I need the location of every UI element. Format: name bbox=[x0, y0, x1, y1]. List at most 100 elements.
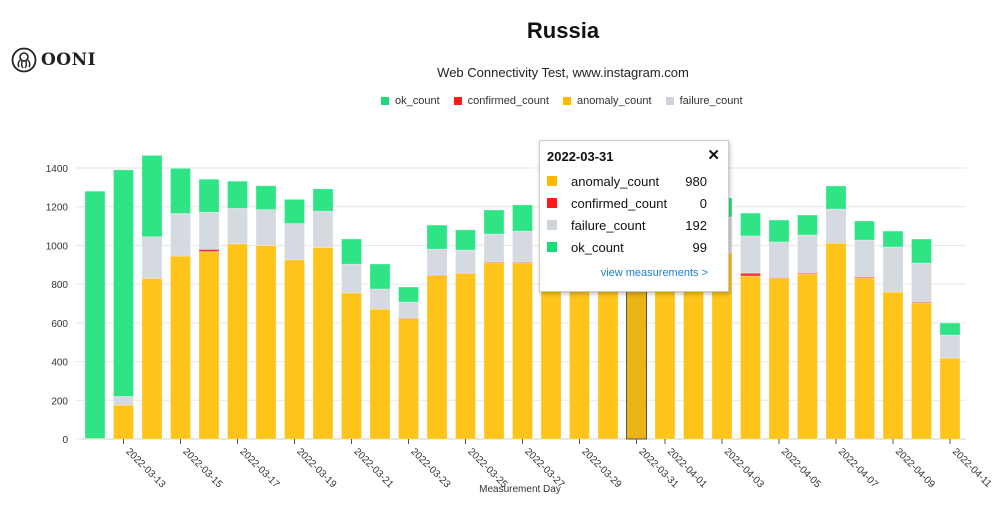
ooni-logo[interactable]: OONI bbox=[11, 47, 96, 73]
bar-segment-failure_count[interactable] bbox=[825, 208, 847, 244]
bar-segment-failure_count[interactable] bbox=[341, 263, 362, 294]
bar-segment-ok_count[interactable] bbox=[911, 238, 932, 264]
bar-segment-failure_count[interactable] bbox=[768, 241, 790, 278]
bar-segment-failure_count[interactable] bbox=[113, 396, 134, 406]
bar-segment-anomaly_count[interactable] bbox=[740, 275, 761, 440]
bar-segment-anomaly_count[interactable] bbox=[768, 277, 790, 440]
bar-segment-anomaly_count[interactable] bbox=[369, 308, 391, 440]
bar-segment-ok_count[interactable] bbox=[170, 167, 191, 214]
bar-2022-03-25[interactable] bbox=[455, 229, 476, 440]
bar-segment-anomaly_count[interactable] bbox=[170, 255, 191, 440]
bar-2022-03-22[interactable] bbox=[369, 263, 391, 440]
bar-segment-failure_count[interactable] bbox=[255, 209, 277, 246]
bar-segment-failure_count[interactable] bbox=[312, 210, 334, 248]
bar-segment-anomaly_count[interactable] bbox=[939, 357, 961, 440]
bar-segment-anomaly_count[interactable] bbox=[483, 262, 505, 440]
bar-2022-03-12[interactable] bbox=[84, 190, 106, 440]
legend-item-confirmed_count[interactable]: confirmed_count bbox=[453, 95, 549, 107]
bar-2022-04-07[interactable] bbox=[825, 185, 847, 440]
bar-segment-failure_count[interactable] bbox=[170, 213, 191, 257]
bar-segment-failure_count[interactable] bbox=[227, 207, 248, 245]
bar-2022-04-05[interactable] bbox=[768, 219, 790, 440]
bar-segment-ok_count[interactable] bbox=[227, 180, 248, 209]
bar-segment-anomaly_count[interactable] bbox=[882, 291, 904, 440]
bar-segment-ok_count[interactable] bbox=[312, 188, 334, 212]
bar-2022-03-23[interactable] bbox=[398, 286, 419, 440]
bar-segment-failure_count[interactable] bbox=[512, 230, 533, 263]
bar-segment-ok_count[interactable] bbox=[198, 178, 220, 213]
bar-segment-anomaly_count[interactable] bbox=[797, 273, 818, 440]
bar-segment-confirmed_count[interactable] bbox=[740, 272, 761, 277]
bar-2022-03-13[interactable] bbox=[113, 169, 134, 440]
bar-2022-03-27[interactable] bbox=[512, 204, 533, 440]
bar-segment-anomaly_count[interactable] bbox=[455, 273, 476, 440]
bar-2022-03-19[interactable] bbox=[284, 198, 305, 440]
bar-segment-ok_count[interactable] bbox=[141, 155, 163, 238]
bar-segment-failure_count[interactable] bbox=[483, 233, 505, 263]
bar-segment-failure_count[interactable] bbox=[284, 223, 305, 261]
bar-segment-anomaly_count[interactable] bbox=[312, 246, 334, 440]
bar-segment-failure_count[interactable] bbox=[854, 239, 875, 278]
bar-segment-failure_count[interactable] bbox=[198, 211, 220, 250]
bar-segment-ok_count[interactable] bbox=[84, 190, 106, 439]
bar-segment-anomaly_count[interactable] bbox=[141, 277, 163, 440]
bar-2022-04-08[interactable] bbox=[854, 220, 875, 440]
bar-segment-ok_count[interactable] bbox=[939, 322, 961, 336]
bar-2022-03-15[interactable] bbox=[170, 167, 191, 440]
view-measurements-link[interactable]: view measurements > bbox=[600, 267, 708, 279]
bar-2022-04-10[interactable] bbox=[911, 238, 932, 440]
bar-2022-03-18[interactable] bbox=[255, 185, 277, 440]
bar-segment-ok_count[interactable] bbox=[797, 214, 818, 236]
bar-2022-04-09[interactable] bbox=[882, 230, 904, 440]
bar-2022-04-11[interactable] bbox=[939, 322, 961, 440]
bar-segment-failure_count[interactable] bbox=[911, 262, 932, 303]
bar-segment-ok_count[interactable] bbox=[740, 212, 761, 237]
bar-segment-anomaly_count[interactable] bbox=[911, 302, 932, 440]
bar-segment-anomaly_count[interactable] bbox=[512, 262, 533, 440]
bar-segment-ok_count[interactable] bbox=[341, 238, 362, 265]
bar-segment-ok_count[interactable] bbox=[113, 169, 134, 397]
bar-2022-03-21[interactable] bbox=[341, 238, 362, 440]
close-icon[interactable]: ✕ bbox=[707, 147, 720, 164]
bar-segment-ok_count[interactable] bbox=[512, 204, 533, 232]
bar-segment-failure_count[interactable] bbox=[426, 248, 448, 276]
bar-segment-ok_count[interactable] bbox=[369, 263, 391, 290]
bar-segment-ok_count[interactable] bbox=[825, 185, 847, 210]
bar-segment-failure_count[interactable] bbox=[141, 236, 163, 279]
bar-segment-ok_count[interactable] bbox=[398, 286, 419, 303]
legend-item-anomaly_count[interactable]: anomaly_count bbox=[562, 95, 652, 107]
bar-segment-failure_count[interactable] bbox=[939, 334, 961, 359]
bar-segment-anomaly_count[interactable] bbox=[255, 245, 277, 440]
bar-segment-ok_count[interactable] bbox=[882, 230, 904, 248]
bar-segment-ok_count[interactable] bbox=[284, 198, 305, 224]
bar-segment-failure_count[interactable] bbox=[398, 301, 419, 319]
bar-2022-04-06[interactable] bbox=[797, 214, 818, 440]
legend-item-failure_count[interactable]: failure_count bbox=[665, 95, 743, 107]
bar-segment-ok_count[interactable] bbox=[768, 219, 790, 243]
legend-item-ok_count[interactable]: ok_count bbox=[381, 95, 440, 107]
bar-segment-anomaly_count[interactable] bbox=[825, 242, 847, 440]
bar-2022-03-26[interactable] bbox=[483, 209, 505, 440]
bar-segment-failure_count[interactable] bbox=[740, 235, 761, 274]
bar-segment-ok_count[interactable] bbox=[483, 209, 505, 235]
bar-segment-ok_count[interactable] bbox=[426, 224, 448, 250]
bar-segment-failure_count[interactable] bbox=[797, 234, 818, 274]
bar-segment-failure_count[interactable] bbox=[882, 246, 904, 293]
bar-segment-ok_count[interactable] bbox=[455, 229, 476, 251]
bar-segment-anomaly_count[interactable] bbox=[398, 318, 419, 440]
bar-segment-ok_count[interactable] bbox=[854, 220, 875, 241]
bar-2022-04-04[interactable] bbox=[740, 212, 761, 440]
bar-2022-03-16[interactable] bbox=[198, 178, 220, 440]
bar-segment-anomaly_count[interactable] bbox=[426, 275, 448, 440]
bar-segment-ok_count[interactable] bbox=[255, 185, 277, 211]
bar-segment-failure_count[interactable] bbox=[455, 249, 476, 274]
bar-2022-03-24[interactable] bbox=[426, 224, 448, 440]
bar-segment-anomaly_count[interactable] bbox=[284, 259, 305, 440]
bar-2022-03-17[interactable] bbox=[227, 180, 248, 440]
bar-segment-anomaly_count[interactable] bbox=[198, 251, 220, 440]
bar-segment-anomaly_count[interactable] bbox=[113, 404, 134, 440]
bar-segment-failure_count[interactable] bbox=[369, 288, 391, 310]
bar-2022-03-14[interactable] bbox=[141, 155, 163, 440]
bar-segment-anomaly_count[interactable] bbox=[227, 243, 248, 440]
bar-segment-anomaly_count[interactable] bbox=[854, 277, 875, 440]
